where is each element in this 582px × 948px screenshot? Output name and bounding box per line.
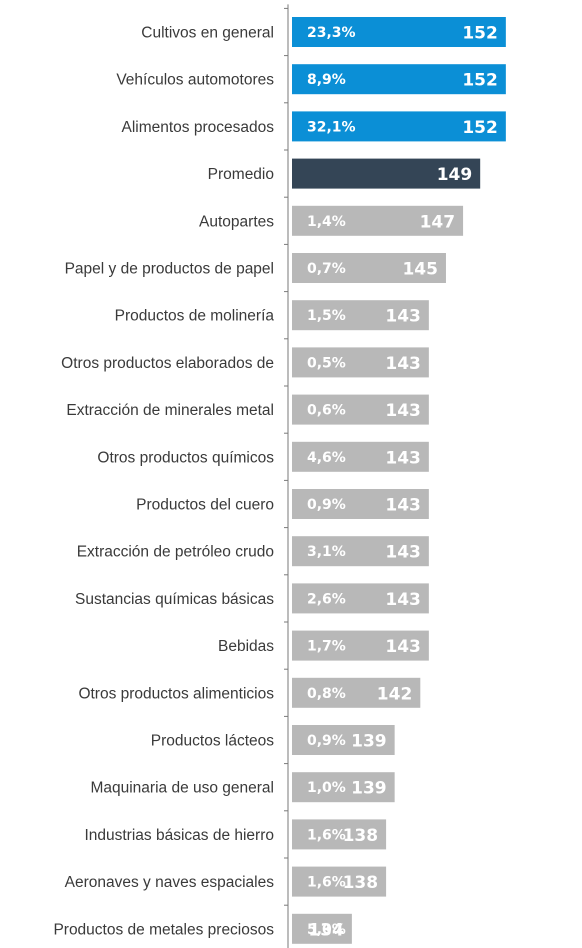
value-label: 143 [385,307,421,327]
value-label: 152 [462,71,498,91]
category-label: Alimentos procesados [122,119,275,136]
category-label: Otros productos elaborados de [61,355,274,372]
share-label: 0,5% [307,355,346,371]
bar-2 [292,64,506,95]
value-label: 143 [385,590,421,610]
category-label: Extracción de minerales metal [66,402,274,419]
category-label: Productos del cuero [136,497,274,514]
bar-6 [292,253,446,283]
share-label: 4,6% [307,450,346,466]
share-label: 5,0% [307,922,346,938]
value-label: 134 [308,920,344,940]
category-label: Otros productos alimenticios [78,685,274,702]
value-label: 143 [385,448,421,468]
category-label: Industrias básicas de hierro [84,827,274,844]
value-label: 139 [351,779,387,799]
category-label: Papel y de productos de papel [65,261,274,278]
category-label: Productos lácteos [151,733,274,750]
category-label: Extracción de petróleo crudo [77,544,274,561]
category-label: Bebidas [218,638,274,655]
share-label: 3,1% [307,544,346,560]
category-label: Aeronaves y naves espaciales [65,874,275,891]
bar-4 [292,158,481,189]
share-label: 2,6% [307,591,346,607]
bar-5 [292,205,464,236]
category-label: Sustancias químicas básicas [75,591,274,608]
category-label: Cultivos en general [141,25,274,42]
bar-1 [292,17,506,47]
bar-17 [292,772,395,803]
share-label: 8,9% [307,72,346,88]
share-label: 0,6% [307,403,346,419]
bar-10 [292,441,429,472]
value-label: 152 [462,24,498,44]
category-label: Productos de metales preciosos [53,921,274,938]
share-label: 0,7% [307,261,346,277]
bar-3 [292,111,506,142]
bar-13 [292,583,429,614]
category-label: Maquinaria de uso general [90,780,274,797]
value-label: 143 [385,401,421,421]
value-label: 142 [377,684,413,704]
bar-9 [292,394,429,425]
bars-layer [292,17,506,944]
share-label: 1,5% [307,308,346,324]
share-label: 1,0% [307,780,346,796]
value-label: 145 [402,260,438,280]
category-label: Otros productos químicos [97,449,274,466]
share-label: 23,3% [307,25,356,41]
category-label: Vehículos automotores [116,72,274,89]
category-label: Promedio [208,166,274,183]
value-label: 143 [385,354,421,374]
value-label: 143 [385,543,421,563]
share-label: 0,9% [307,497,346,513]
bar-15 [292,677,421,708]
share-label: 1,7% [307,639,346,655]
bar-16 [292,725,395,755]
value-label: 139 [351,732,387,752]
share-label: 0,9% [307,733,346,749]
share-label: 32,1% [307,119,356,135]
y-axis [284,4,289,948]
bar-20 [292,913,352,944]
value-label: 138 [343,873,379,893]
value-label: 143 [385,496,421,516]
category-label: Autopartes [199,213,274,230]
category-label: Productos de molinería [115,308,275,325]
value-label: 149 [437,165,473,185]
share-label: 0,8% [307,686,346,702]
bar-12 [292,536,429,567]
value-label: 143 [385,637,421,657]
value-label: 152 [462,118,498,138]
value-label: 138 [343,826,379,846]
bar-7 [292,300,429,331]
bar-19 [292,866,387,897]
bar-18 [292,819,387,850]
bar-14 [292,630,429,661]
bar-11 [292,489,429,519]
share-label: 1,6% [307,875,346,891]
bar-8 [292,347,429,378]
value-label: 147 [420,212,456,232]
share-label: 1,6% [307,827,346,843]
labels-layer: Cultivos en general 23,3% 152 Vehículos aut… [53,24,497,941]
share-label: 1,4% [307,214,346,230]
